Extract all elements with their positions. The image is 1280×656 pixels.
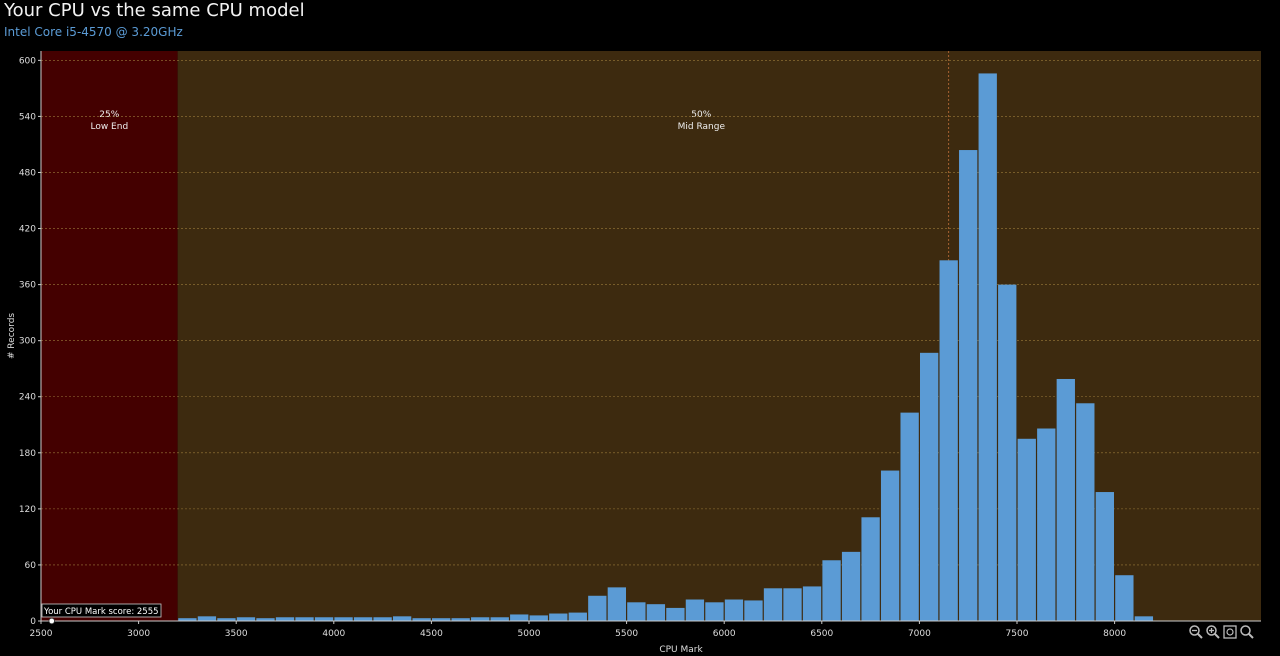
- histogram-bar: [490, 617, 509, 621]
- histogram-bar: [412, 618, 431, 621]
- histogram-bar: [217, 618, 236, 621]
- histogram-bar: [353, 617, 373, 621]
- x-tick-label: 8000: [1103, 629, 1126, 639]
- histogram-bar: [1056, 378, 1075, 621]
- histogram-bar: [705, 602, 724, 621]
- histogram-bar: [588, 595, 607, 621]
- histogram-bar: [1095, 492, 1114, 621]
- histogram-bar: [568, 612, 587, 621]
- zoom-fit-icon[interactable]: [1222, 624, 1238, 640]
- y-tick-label: 540: [19, 112, 36, 122]
- x-tick-label: 2500: [30, 629, 53, 639]
- region-pct-label: 25%: [99, 110, 119, 120]
- histogram-bar: [880, 470, 900, 621]
- histogram-bar: [471, 617, 490, 621]
- histogram-bar: [314, 617, 334, 621]
- x-axis-label: CPU Mark: [659, 645, 703, 655]
- histogram-bar: [939, 260, 958, 621]
- x-tick-label: 6000: [713, 629, 736, 639]
- histogram-bar: [295, 617, 314, 621]
- y-tick-label: 300: [19, 337, 36, 347]
- histogram-bar: [959, 150, 978, 621]
- histogram-bar: [978, 73, 997, 622]
- histogram-bar: [392, 616, 412, 621]
- histogram-bar: [841, 551, 861, 621]
- x-tick-label: 4000: [322, 629, 345, 639]
- histogram-bar: [510, 614, 529, 621]
- x-tick-label: 6500: [810, 629, 833, 639]
- y-tick-label: 60: [25, 561, 37, 571]
- histogram-bar: [197, 616, 217, 621]
- histogram-bar: [549, 613, 568, 621]
- zoom-out-icon[interactable]: [1188, 624, 1204, 640]
- histogram-bar: [1115, 575, 1134, 621]
- region-name-label: Low End: [90, 122, 128, 132]
- histogram-bar: [178, 618, 197, 621]
- histogram-bar: [451, 618, 470, 621]
- histogram-bar: [1017, 438, 1036, 621]
- histogram-bar: [861, 517, 880, 621]
- your-score-label: Your CPU Mark score: 2555: [43, 607, 159, 617]
- histogram-bar: [607, 587, 626, 621]
- histogram-bar: [763, 588, 783, 621]
- region-pct-label: 50%: [691, 110, 711, 120]
- y-tick-label: 420: [19, 225, 36, 235]
- y-axis-label: # Records: [7, 313, 17, 359]
- x-tick-label: 4500: [420, 629, 443, 639]
- histogram-bar: [1134, 616, 1154, 621]
- histogram-bar: [646, 604, 666, 621]
- x-tick-label: 3500: [225, 629, 248, 639]
- histogram-bar: [900, 412, 919, 621]
- histogram-bar: [1037, 428, 1056, 621]
- x-tick-label: 5000: [518, 629, 541, 639]
- your-score-box: [41, 603, 162, 618]
- histogram-bar: [783, 588, 802, 621]
- your-score-marker: [48, 617, 55, 625]
- histogram-bar: [744, 600, 763, 621]
- histogram-bar: [275, 617, 295, 621]
- y-tick-label: 240: [19, 393, 36, 403]
- histogram-bar: [724, 599, 744, 621]
- region-0: [41, 51, 178, 621]
- cpu-model-subtitle: Intel Core i5-4570 @ 3.20GHz: [4, 25, 183, 39]
- x-tick-label: 3000: [127, 629, 150, 639]
- x-tick-label: 5500: [615, 629, 638, 639]
- zoom-reset-icon[interactable]: [1239, 624, 1255, 640]
- y-tick-label: 360: [19, 281, 36, 291]
- histogram-bar: [373, 617, 392, 621]
- histogram-bar: [1076, 403, 1095, 621]
- y-tick-label: 600: [19, 56, 36, 66]
- region-name-label: Mid Range: [678, 122, 726, 132]
- histogram-bar: [685, 599, 705, 621]
- zoom-in-icon[interactable]: [1205, 624, 1221, 640]
- histogram-bar: [256, 618, 275, 621]
- y-tick-label: 480: [19, 168, 36, 178]
- histogram-bar: [822, 560, 841, 621]
- histogram-bar: [432, 618, 451, 621]
- x-tick-label: 7500: [1006, 629, 1029, 639]
- histogram-bar: [802, 586, 822, 621]
- histogram-bar: [998, 284, 1017, 621]
- histogram-bar: [920, 352, 939, 621]
- y-tick-label: 120: [19, 505, 36, 515]
- page-title: Your CPU vs the same CPU model: [4, 0, 305, 21]
- y-tick-label: 0: [30, 617, 36, 627]
- x-tick-label: 7000: [908, 629, 931, 639]
- histogram-bar: [666, 607, 685, 621]
- histogram-bar: [334, 617, 353, 621]
- histogram-bar: [627, 602, 646, 621]
- histogram-bar: [236, 617, 256, 621]
- histogram-bar: [529, 615, 548, 621]
- y-tick-label: 180: [19, 449, 36, 459]
